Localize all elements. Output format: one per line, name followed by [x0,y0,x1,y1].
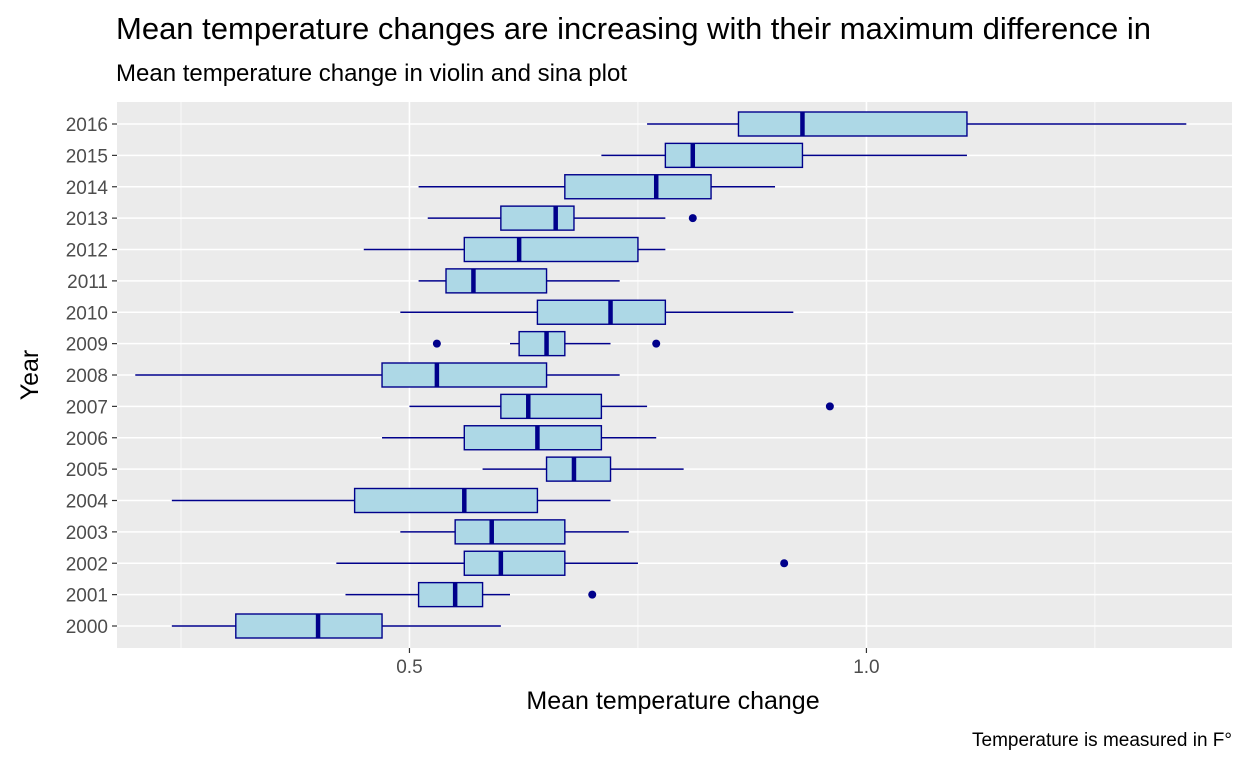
box-iqr [664,142,804,169]
chart-caption: Temperature is measured in F° [972,730,1232,751]
x-tick-label: 1.0 [853,657,879,678]
box-iqr [545,456,612,482]
box-2004 [171,487,611,514]
box-iqr [463,236,639,263]
chart-title: Mean temperature changes are increasing … [116,11,1151,46]
y-tick-label: 2007 [66,397,108,418]
outlier-point [688,214,697,223]
y-tick-label: 2004 [66,492,109,513]
outlier-point [652,339,661,348]
box-iqr [536,299,667,325]
y-tick-label: 2014 [66,178,109,199]
box-iqr [463,425,603,451]
y-tick-label: 2013 [66,209,108,230]
y-tick-label: 2010 [66,303,108,324]
box-2016 [647,111,1187,137]
box-2000 [171,613,501,639]
x-tick-label: 0.5 [396,657,422,678]
y-tick-label: 2000 [66,617,108,638]
y-tick-label: 2003 [66,523,108,544]
y-tick-label: 2011 [67,272,108,293]
box-2002 [336,550,789,576]
y-tick-label: 2002 [66,554,108,575]
box-iqr [353,487,539,514]
box-iqr [445,268,548,294]
box-iqr [500,205,575,231]
y-tick-label: 2016 [66,115,108,136]
box-iqr [564,174,712,200]
box-iqr [417,581,484,608]
box-2007 [409,393,834,420]
box-2008 [135,362,620,388]
box-2014 [418,174,776,200]
box-iqr [737,111,968,137]
box-2009 [432,330,661,357]
box-2001 [345,581,597,608]
box-2011 [418,268,620,294]
box-2010 [400,299,794,325]
chart-subtitle: Mean temperature change in violin and si… [116,60,627,87]
y-axis-ticks: 2000 2001 2002 2003 2004 2005 2006 2007 2008 2009… [66,115,117,638]
box-2003 [400,519,629,545]
x-axis-title: Mean temperature change [526,687,819,715]
outlier-point [432,339,441,348]
box-2005 [482,456,684,482]
box-iqr [454,519,566,545]
box-iqr [518,330,566,357]
y-tick-label: 2015 [66,146,108,167]
y-tick-label: 2008 [66,366,108,387]
y-tick-label: 2006 [66,429,108,450]
box-2006 [382,425,657,451]
box-2015 [601,142,967,169]
y-tick-label: 2005 [66,460,108,481]
outlier-point [780,559,789,568]
box-iqr [235,613,383,639]
box-iqr [463,550,566,576]
outlier-point [588,590,597,599]
box-2012 [363,236,666,263]
box-iqr [500,393,603,420]
y-tick-label: 2009 [66,335,108,356]
y-axis-title: Year [16,350,44,401]
outlier-point [825,402,834,411]
boxes [135,111,1187,639]
box-2013 [427,205,697,231]
x-axis-ticks: 0.5 1.0 [396,648,880,678]
y-tick-label: 2012 [66,241,108,262]
box-iqr [381,362,548,388]
y-tick-label: 2001 [66,586,108,607]
